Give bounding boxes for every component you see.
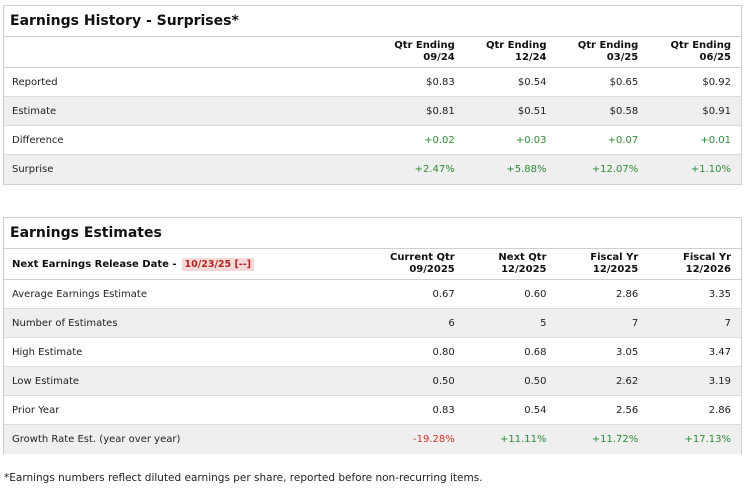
table-cell: $0.65 xyxy=(609,76,639,88)
column-header: Current Qtr 09/2025 xyxy=(390,252,455,275)
release-date-badge[interactable]: 10/23/25 [--] xyxy=(181,257,255,271)
row-label: Surprise xyxy=(12,164,54,175)
table-cell: 7 xyxy=(631,317,639,329)
table-cell: 0.68 xyxy=(524,346,547,358)
table-cell: +11.72% xyxy=(591,434,639,445)
table-cell: 0.54 xyxy=(524,404,547,416)
next-release-info: Next Earnings Release Date - 10/23/25 [-… xyxy=(4,249,371,279)
header-spacer xyxy=(4,37,371,67)
table-cell: 3.19 xyxy=(708,375,732,387)
table-cell: $0.58 xyxy=(609,105,639,117)
row-label: Growth Rate Est. (year over year) xyxy=(12,434,181,445)
table-cell: +12.07% xyxy=(591,164,639,175)
row-label: Reported xyxy=(12,76,58,88)
row-label: Difference xyxy=(12,134,64,146)
table-cell: 3.05 xyxy=(616,346,639,358)
earnings-history-header: Qtr Ending 09/24 Qtr Ending 12/24 Qtr Endi… xyxy=(4,37,741,68)
row-label: High Estimate xyxy=(12,346,83,358)
table-cell: 3.35 xyxy=(708,288,732,300)
table-cell: +0.03 xyxy=(515,134,547,146)
next-release-label: Next Earnings Release Date - xyxy=(12,258,177,270)
table-cell: 0.83 xyxy=(432,404,455,416)
table-row-number-of-estimates: Number of Estimates 6 5 7 7 xyxy=(4,309,741,338)
table-cell: +1.10% xyxy=(690,164,732,175)
earnings-estimates-title: Earnings Estimates xyxy=(4,218,741,249)
table-cell: 0.67 xyxy=(432,288,455,300)
earnings-history-panel: Earnings History - Surprises* Qtr Ending… xyxy=(3,5,742,185)
table-cell: 6 xyxy=(448,317,455,329)
table-cell: +0.01 xyxy=(700,134,732,146)
earnings-history-title: Earnings History - Surprises* xyxy=(4,6,741,37)
table-cell: 3.47 xyxy=(708,346,732,358)
table-cell: $0.51 xyxy=(517,105,547,117)
row-label: Low Estimate xyxy=(12,375,80,387)
table-cell: 0.50 xyxy=(432,375,455,387)
table-row-average-estimate: Average Earnings Estimate 0.67 0.60 2.86… xyxy=(4,280,741,309)
column-header: Qtr Ending 03/25 xyxy=(577,40,639,63)
table-cell: +5.88% xyxy=(506,164,547,175)
table-cell: $0.81 xyxy=(426,105,455,117)
earnings-estimates-header: Next Earnings Release Date - 10/23/25 [-… xyxy=(4,249,741,280)
table-cell: 0.60 xyxy=(524,288,547,300)
table-row-prior-year: Prior Year 0.83 0.54 2.56 2.86 xyxy=(4,396,741,425)
row-label: Average Earnings Estimate xyxy=(12,288,147,300)
table-cell: -19.28% xyxy=(412,434,455,445)
table-cell: 2.86 xyxy=(708,404,732,416)
column-header: Qtr Ending 09/24 xyxy=(394,40,455,63)
table-cell: 7 xyxy=(724,317,732,329)
table-row-surprise: Surprise +2.47% +5.88% +12.07% +1.10% xyxy=(4,155,741,184)
table-cell: 2.86 xyxy=(616,288,639,300)
table-cell: +0.07 xyxy=(607,134,639,146)
column-header: Qtr Ending 12/24 xyxy=(485,40,547,63)
table-cell: $0.83 xyxy=(426,76,455,88)
table-row-high-estimate: High Estimate 0.80 0.68 3.05 3.47 xyxy=(4,338,741,367)
table-cell: +2.47% xyxy=(414,164,455,175)
earnings-estimates-panel: Earnings Estimates Next Earnings Release… xyxy=(3,217,742,454)
table-row-estimate: Estimate $0.81 $0.51 $0.58 $0.91 xyxy=(4,97,741,126)
table-cell: $0.92 xyxy=(702,76,732,88)
table-cell: 0.80 xyxy=(432,346,455,358)
table-cell: 5 xyxy=(540,317,547,329)
column-header: Fiscal Yr 12/2025 xyxy=(590,252,639,275)
table-row-reported: Reported $0.83 $0.54 $0.65 $0.92 xyxy=(4,68,741,97)
table-cell: +0.02 xyxy=(424,134,455,146)
column-header: Qtr Ending 06/25 xyxy=(670,40,732,63)
table-row-difference: Difference +0.02 +0.03 +0.07 +0.01 xyxy=(4,126,741,155)
table-cell: $0.54 xyxy=(517,76,547,88)
table-row-low-estimate: Low Estimate 0.50 0.50 2.62 3.19 xyxy=(4,367,741,396)
row-label: Number of Estimates xyxy=(12,317,118,329)
table-cell: 2.62 xyxy=(616,375,639,387)
column-header: Next Qtr 12/2025 xyxy=(498,252,547,275)
table-row-growth-rate: Growth Rate Est. (year over year) -19.28… xyxy=(4,425,741,454)
table-cell: 0.50 xyxy=(524,375,547,387)
column-header: Fiscal Yr 12/2026 xyxy=(683,252,732,275)
row-label: Prior Year xyxy=(12,404,60,416)
table-cell: $0.91 xyxy=(702,105,732,117)
footnote: *Earnings numbers reflect diluted earnin… xyxy=(4,472,483,484)
table-cell: +11.11% xyxy=(499,434,547,445)
row-label: Estimate xyxy=(12,105,57,117)
table-cell: 2.56 xyxy=(616,404,639,416)
table-cell: +17.13% xyxy=(684,434,732,445)
